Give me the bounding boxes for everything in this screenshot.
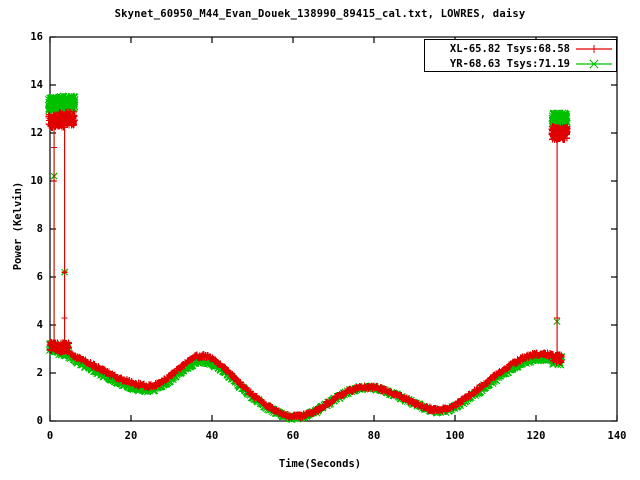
legend-label: XL-65.82 Tsys:68.58 <box>449 42 570 55</box>
legend-entry: XL-65.82 Tsys:68.58 <box>425 41 618 56</box>
series-xl <box>45 108 571 422</box>
legend-entry: YR-68.63 Tsys:71.19 <box>425 56 618 71</box>
y-tick-label: 14 <box>30 79 43 91</box>
series-yr <box>44 92 571 423</box>
x-axis-label: Time(Seconds) <box>278 458 362 470</box>
x-tick-label: 140 <box>607 430 627 442</box>
y-tick-label: 10 <box>30 175 43 187</box>
x-tick-label: 60 <box>286 430 300 442</box>
y-tick-label: 4 <box>36 319 43 331</box>
x-tick-label: 80 <box>367 430 381 442</box>
y-tick-label: 2 <box>36 367 43 379</box>
x-tick-label: 40 <box>205 430 219 442</box>
y-tick-label: 8 <box>36 223 43 235</box>
x-tick-label: 100 <box>445 430 465 442</box>
legend-marker-plus-icon <box>576 44 612 53</box>
y-tick-label: 0 <box>36 415 43 427</box>
x-tick-label: 20 <box>124 430 138 442</box>
x-tick-label: 0 <box>46 430 54 442</box>
legend-marker-cross-icon <box>576 58 612 69</box>
page-title: Skynet_60950_M44_Evan_Douek_138990_89415… <box>114 8 526 20</box>
y-tick-label: 12 <box>30 127 43 139</box>
legend-label: YR-68.63 Tsys:71.19 <box>449 57 570 70</box>
y-tick-label: 16 <box>30 31 43 43</box>
y-tick-label: 6 <box>36 271 43 283</box>
x-tick-label: 120 <box>526 430 546 442</box>
legend: XL-65.82 Tsys:68.58 YR-68.63 Tsys:71.19 <box>424 39 617 72</box>
